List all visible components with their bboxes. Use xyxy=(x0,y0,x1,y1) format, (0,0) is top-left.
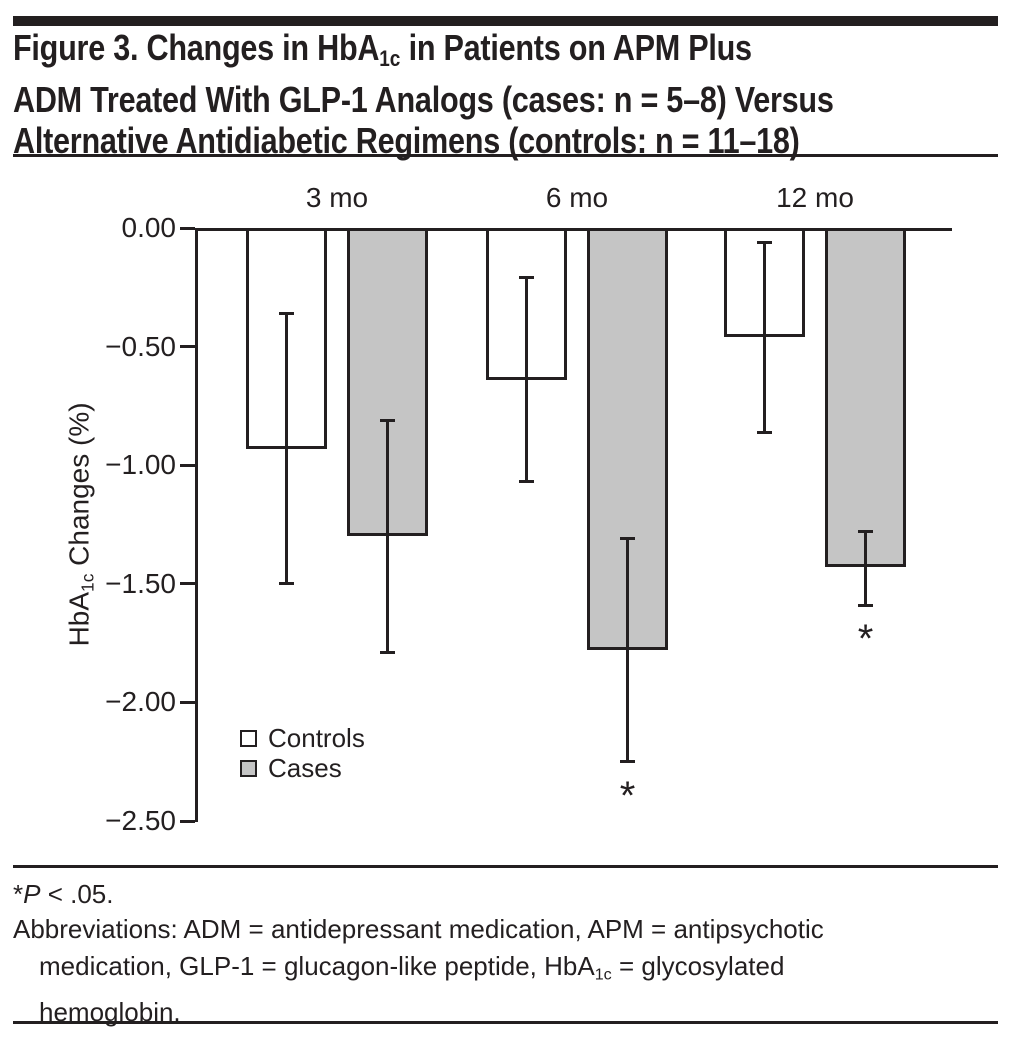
x-category-label: 12 mo xyxy=(776,182,854,213)
x-category-label: 3 mo xyxy=(305,182,369,213)
y-axis-tick xyxy=(180,700,195,704)
error-bar-cap-bottom xyxy=(380,651,395,655)
y-axis-tick-label: −1.50 xyxy=(105,567,176,599)
footnote-asterisk: * xyxy=(13,879,24,909)
error-bar-cap-top xyxy=(519,276,534,280)
error-bar-line xyxy=(386,420,389,653)
x-axis-line xyxy=(195,228,952,231)
error-bar-cap-bottom xyxy=(620,760,635,764)
y-axis-tick-label: −2.50 xyxy=(105,805,176,836)
legend-label: Controls xyxy=(268,722,365,753)
figure-title-line-1: Figure 3. Changes in HbA1c in Patients o… xyxy=(13,27,834,79)
abbrev-text: medication, GLP-1 = glucagon-like peptid… xyxy=(39,951,595,981)
y-axis-title-text: Changes (%) xyxy=(63,402,95,574)
abbrev-line-2: medication, GLP-1 = glucagon-like peptid… xyxy=(13,948,824,994)
error-bar-cap-bottom xyxy=(279,582,294,586)
significance-footnote: *P < .05. xyxy=(13,876,113,913)
chart-legend: Controls Cases xyxy=(240,723,365,783)
title-text: ADM Treated With GLP-1 Analogs (cases: n… xyxy=(13,79,834,121)
error-bar-cap-bottom xyxy=(757,430,772,434)
figure-title-line-2: ADM Treated With GLP-1 Analogs (cases: n… xyxy=(13,79,834,120)
x-category-label: 6 mo xyxy=(545,182,609,213)
title-subscript: 1c xyxy=(379,46,401,72)
y-axis-tick xyxy=(180,226,195,230)
title-text: Figure 3. Changes in HbA xyxy=(13,27,380,68)
abbrev-text: Abbreviations: ADM = antidepressant medi… xyxy=(13,914,824,944)
abbreviations-note: Abbreviations: ADM = antidepressant medi… xyxy=(13,911,824,1031)
error-bar-line xyxy=(525,277,528,482)
y-axis-title-text: HbA xyxy=(63,592,95,647)
y-axis-tick xyxy=(180,582,195,586)
legend-swatch-controls xyxy=(240,729,257,747)
abbrev-text: = glycosylated xyxy=(611,951,785,981)
error-bar-cap-top xyxy=(279,311,294,315)
title-divider-line xyxy=(13,154,998,157)
y-axis-tick-label: −1.00 xyxy=(105,449,176,481)
error-bar-line xyxy=(763,242,766,432)
error-bar-cap-top xyxy=(620,537,635,541)
legend-label: Cases xyxy=(268,752,342,783)
error-bar-line xyxy=(285,313,288,584)
footnote-text: < .05. xyxy=(40,879,114,909)
error-bar-cap-top xyxy=(380,418,395,422)
abbrev-line-3: hemoglobin. xyxy=(13,994,824,1031)
bar-cases-6mo xyxy=(587,228,668,651)
error-bar-line xyxy=(864,531,867,606)
y-axis-tick xyxy=(180,463,195,467)
y-axis-line xyxy=(195,228,198,822)
error-bar-cap-top xyxy=(757,240,772,244)
y-axis-tick-label: 0.00 xyxy=(121,212,177,243)
y-axis-tick-label: −0.50 xyxy=(105,330,176,362)
title-text: in Patients on APM Plus xyxy=(400,27,753,68)
error-bar-cap-bottom xyxy=(858,603,873,607)
y-axis-tick xyxy=(180,819,195,823)
abbrev-line-1: Abbreviations: ADM = antidepressant medi… xyxy=(13,911,824,948)
legend-item-controls: Controls xyxy=(240,723,365,753)
y-axis-tick xyxy=(180,345,195,349)
top-black-bar xyxy=(13,16,998,26)
footer-divider-line xyxy=(13,865,998,868)
figure-title: Figure 3. Changes in HbA1c in Patients o… xyxy=(13,27,978,161)
error-bar-line xyxy=(626,538,629,762)
bottom-border-line xyxy=(13,1021,998,1024)
abbrev-subscript: 1c xyxy=(594,965,612,984)
y-axis-tick-label: −2.00 xyxy=(105,686,176,718)
y-axis-title: HbA1c Changes (%) xyxy=(52,228,110,821)
error-bar-cap-bottom xyxy=(519,480,534,484)
legend-item-cases: Cases xyxy=(240,753,365,783)
error-bar-cap-top xyxy=(858,530,873,534)
footnote-p: P xyxy=(23,879,41,909)
significance-asterisk: * xyxy=(857,617,874,662)
significance-asterisk: * xyxy=(619,773,636,818)
legend-swatch-cases xyxy=(240,759,257,777)
bar-cases-12mo xyxy=(825,228,906,568)
